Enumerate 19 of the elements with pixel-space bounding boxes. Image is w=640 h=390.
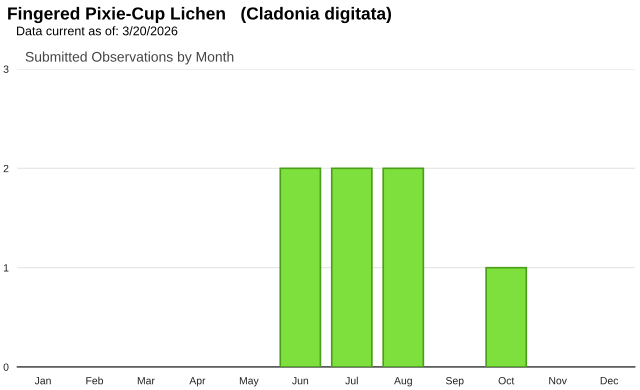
y-tick-label: 2 <box>4 164 8 172</box>
x-tick-label: Jun <box>292 377 308 384</box>
x-tick-label: Sep <box>446 376 464 386</box>
x-tick-label: Apr <box>189 377 206 386</box>
x-tick-label: Jan <box>34 377 51 384</box>
y-tick-label: 1 <box>4 264 8 272</box>
x-tick-label: Nov <box>549 377 567 384</box>
chart-title: Fingered Pixie-Cup Lichen (Cladonia digitata) <box>8 6 392 24</box>
y-tick-label: 3 <box>4 66 8 73</box>
x-tick-label: Dec <box>600 377 618 384</box>
x-tick-label: Aug <box>394 377 412 386</box>
x-tick-label: Jul <box>345 376 358 384</box>
x-tick-label: Oct <box>498 376 514 384</box>
y-tick-label: 0 <box>4 363 9 371</box>
x-tick-label: Mar <box>138 377 155 384</box>
text: Submitted Observations by Month <box>26 52 234 64</box>
x-tick-label: May <box>240 377 259 386</box>
chart-subtitle: Data current as of: 3/20/2026 <box>17 26 178 36</box>
x-tick-label: Feb <box>86 376 104 384</box>
